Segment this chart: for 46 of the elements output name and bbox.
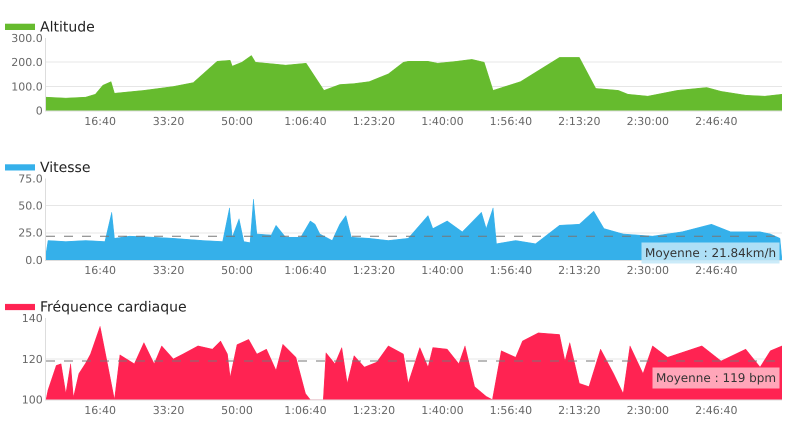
y-tick-label: 50.0 [18, 200, 43, 213]
x-tick-label: 2:30:00 [626, 264, 670, 278]
x-tick-label: 33:20 [152, 264, 184, 278]
x-tick-label: 1:40:00 [421, 114, 464, 128]
x-tick-label: 1:56:40 [490, 264, 532, 278]
y-tick-label: 75.0 [18, 172, 43, 186]
x-tick-label: 2:46:40 [695, 114, 738, 128]
x-tick-label: 16:40 [84, 404, 116, 417]
legend-label: Fréquence cardiaque [40, 300, 187, 316]
ref-line-label: Moyenne : 119 bpm [656, 371, 776, 385]
y-tick-label: 100 [22, 393, 43, 406]
x-tick-label: 2:13:20 [558, 404, 601, 417]
x-tick-label: 1:56:40 [490, 114, 532, 128]
y-tick-label: 0.0 [25, 254, 43, 267]
x-tick-label: 1:06:40 [284, 404, 327, 417]
x-tick-label: 1:40:00 [421, 264, 464, 278]
x-tick-label: 1:23:20 [352, 404, 396, 417]
y-tick-label: 25.0 [18, 226, 43, 240]
x-tick-label: 33:20 [152, 114, 184, 128]
x-tick-label: 50:00 [221, 114, 253, 128]
x-tick-label: 1:23:20 [352, 114, 396, 128]
x-tick-label: 2:46:40 [695, 404, 738, 417]
x-tick-label: 33:20 [152, 404, 184, 417]
legend-label: Vitesse [40, 160, 90, 176]
x-tick-label: 16:40 [84, 114, 116, 128]
y-tick-label: 300.0 [11, 32, 43, 45]
legend-label: Altitude [40, 19, 95, 36]
x-tick-label: 2:30:00 [626, 114, 670, 128]
x-tick-label: 1:40:00 [421, 404, 464, 417]
x-tick-label: 50:00 [221, 264, 253, 278]
x-tick-label: 2:30:00 [626, 404, 670, 417]
x-tick-label: 2:13:20 [558, 114, 601, 128]
y-tick-label: 120 [22, 352, 43, 366]
ref-line-label: Moyenne : 21.84km/h [645, 246, 776, 260]
x-tick-label: 2:46:40 [695, 264, 738, 278]
x-tick-label: 1:06:40 [284, 264, 327, 278]
y-tick-label: 140 [22, 312, 43, 326]
x-tick-label: 1:06:40 [284, 114, 327, 128]
x-tick-label: 1:23:20 [352, 264, 396, 278]
x-tick-label: 50:00 [221, 404, 253, 417]
x-tick-label: 16:40 [84, 264, 116, 278]
y-tick-label: 100.0 [11, 80, 43, 94]
x-tick-label: 2:13:20 [558, 264, 601, 278]
x-tick-label: 1:56:40 [490, 404, 532, 417]
y-tick-label: 0 [36, 104, 43, 118]
y-tick-label: 200.0 [11, 56, 43, 70]
